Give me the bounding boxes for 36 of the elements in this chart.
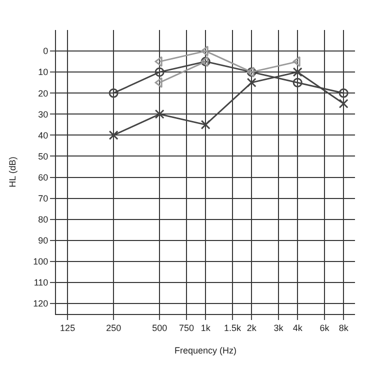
y-tick-label: 120 bbox=[33, 298, 48, 309]
x-tick-label: 2k bbox=[246, 322, 257, 333]
x-tick-label: 500 bbox=[152, 322, 168, 333]
x-tick-label: 6k bbox=[320, 322, 330, 333]
point bbox=[154, 109, 164, 119]
point bbox=[154, 67, 164, 77]
point bbox=[200, 120, 210, 130]
x-tick-label: 250 bbox=[106, 322, 122, 333]
y-tick-label: 20 bbox=[38, 88, 48, 98]
y-tick-label: 40 bbox=[38, 130, 48, 140]
y-tick-label: 70 bbox=[38, 193, 48, 204]
x-tick-label: 1.5k bbox=[224, 322, 242, 333]
x-tick-label: 750 bbox=[178, 322, 194, 333]
y-tick-label: 80 bbox=[38, 214, 48, 224]
point bbox=[338, 98, 348, 108]
x-tick-label: 3k bbox=[274, 322, 284, 333]
y-tick-label: 110 bbox=[34, 278, 48, 288]
y-tick-label: 90 bbox=[38, 236, 48, 246]
y-tick-label: 60 bbox=[38, 172, 48, 182]
point bbox=[108, 130, 118, 140]
x-tick-label: 125 bbox=[60, 322, 76, 333]
x-tick-label: 8k bbox=[338, 322, 349, 333]
point bbox=[338, 88, 348, 98]
y-tick-label: 30 bbox=[38, 109, 48, 120]
y-tick-label: 50 bbox=[38, 151, 48, 162]
point bbox=[292, 78, 302, 88]
x-tick-label: 1k bbox=[200, 322, 211, 333]
y-tick-label: 100 bbox=[33, 256, 48, 267]
point bbox=[108, 88, 118, 98]
point bbox=[246, 78, 256, 88]
x-axis-title: Frequency (Hz) bbox=[174, 346, 237, 356]
point bbox=[292, 67, 302, 77]
y-tick-label: 0 bbox=[43, 46, 48, 56]
x-tick-label: 4k bbox=[292, 322, 303, 333]
y-tick-label: 10 bbox=[38, 67, 48, 78]
y-axis-title: HL (dB) bbox=[8, 156, 18, 188]
